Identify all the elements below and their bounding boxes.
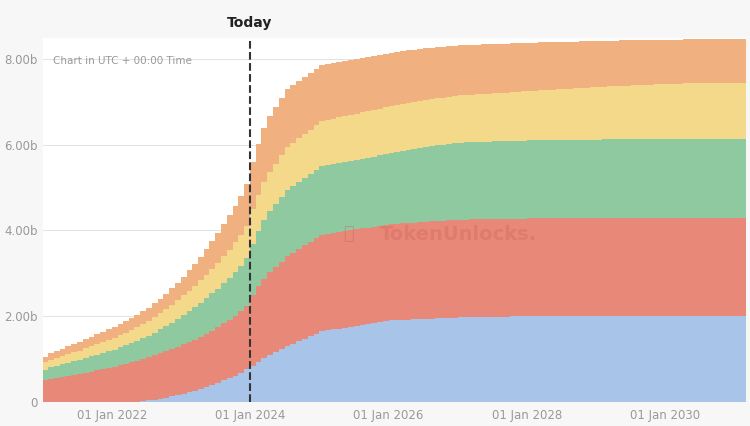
Text: TokenUnlocks.: TokenUnlocks. xyxy=(380,225,537,244)
Text: Chart in UTC + 00:00 Time: Chart in UTC + 00:00 Time xyxy=(53,56,192,66)
Text: 🔒: 🔒 xyxy=(343,225,354,243)
Text: Today: Today xyxy=(227,16,273,30)
